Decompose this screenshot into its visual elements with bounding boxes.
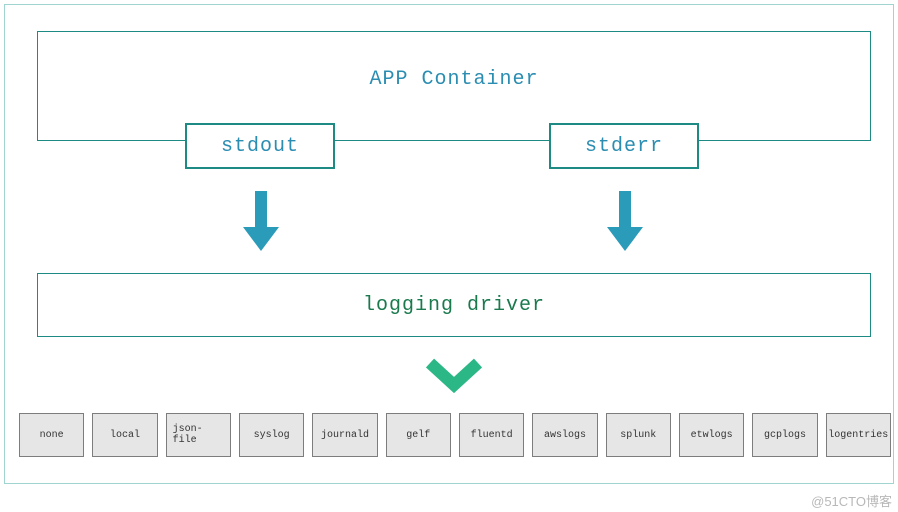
driver-box-json-file: json-file [166,413,231,457]
driver-label: none [40,430,64,441]
chevron-down-icon [426,357,482,397]
arrow-down-icon [243,191,279,251]
arrow-down-icon [607,191,643,251]
driver-label: journald [321,430,369,441]
stderr-label: stderr [585,135,663,158]
stdout-box: stdout [185,123,335,169]
driver-label: fluentd [471,430,513,441]
driver-label: local [110,430,140,441]
driver-box-gelf: gelf [386,413,451,457]
driver-label: json-file [173,424,224,446]
drivers-row: none local json-file syslog journald gel… [19,413,891,457]
driver-label: gcplogs [764,430,806,441]
driver-label: gelf [406,430,430,441]
logging-driver-label: logging driver [363,294,545,317]
app-container-box: APP Container [37,31,871,141]
driver-box-fluentd: fluentd [459,413,524,457]
driver-box-journald: journald [312,413,377,457]
driver-box-awslogs: awslogs [532,413,597,457]
driver-label: splunk [620,430,656,441]
driver-box-logentries: logentries [826,413,891,457]
logging-driver-box: logging driver [37,273,871,337]
driver-box-none: none [19,413,84,457]
driver-box-local: local [92,413,157,457]
outer-frame: APP Container stdout stderr logging driv… [4,4,894,484]
app-container-title: APP Container [369,68,538,91]
stdout-label: stdout [221,135,299,158]
driver-box-splunk: splunk [606,413,671,457]
driver-box-syslog: syslog [239,413,304,457]
stderr-box: stderr [549,123,699,169]
driver-label: awslogs [544,430,586,441]
driver-label: etwlogs [691,430,733,441]
driver-label: syslog [254,430,290,441]
driver-label: logentries [828,430,888,441]
driver-box-etwlogs: etwlogs [679,413,744,457]
watermark: @51CTO博客 [811,491,892,510]
driver-box-gcplogs: gcplogs [752,413,817,457]
